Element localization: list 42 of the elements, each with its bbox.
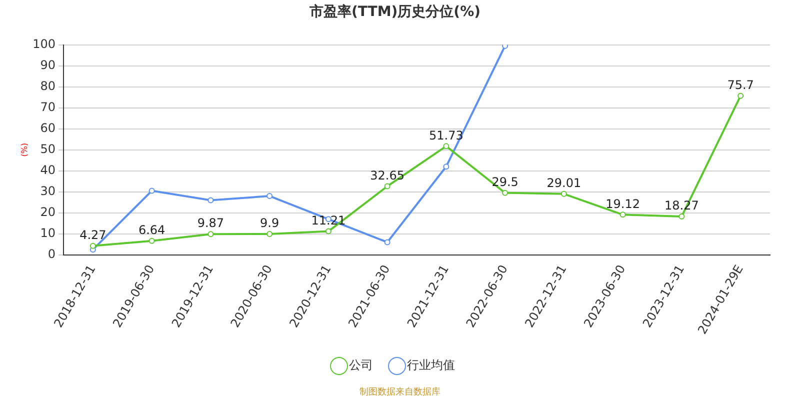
point [384,183,390,190]
y-tick-label: 50 [40,142,56,156]
point [560,190,567,197]
point [148,188,155,194]
data-label: 29.5 [492,175,518,189]
point [266,231,273,238]
point [325,228,332,234]
point [443,164,450,170]
legend-label: 行业均值 [407,358,455,372]
y-tick-label: 10 [40,226,56,240]
point [148,238,155,244]
y-tick-label: 20 [40,204,56,219]
point [90,242,96,249]
y-tick-label: 60 [40,120,56,135]
y-tick-label: 90 [40,58,56,72]
y-tick-label: 0 [48,246,56,261]
data-label: 32.65 [370,168,404,182]
point [208,231,214,238]
point [620,212,626,218]
data-label: 9.9 [260,216,280,230]
data-label: 75.7 [727,78,754,92]
y-tick-label: 100 [32,36,56,51]
point [502,190,508,196]
y-axis-title: (%) [20,142,29,157]
point [208,197,214,204]
text: 制图数据来自数据库 [360,386,440,398]
data-label: 6.64 [138,223,166,238]
point [384,239,390,246]
point [738,92,744,99]
data-label: 19.12 [606,196,640,211]
y-tick-label: 40 [40,162,56,177]
point [678,213,685,220]
y-tick-label: 80 [40,78,56,93]
y-tick-label: 70 [40,100,56,114]
point [266,193,273,200]
data-label: 29.01 [546,176,582,190]
data-label: 4.27 [80,228,106,242]
legend-label: 公司 [349,358,373,372]
point [443,143,450,150]
chart-title: 市盈率(TTM)历史分位(%) [308,3,480,20]
y-tick-label: 30 [40,184,56,198]
data-label: 9.87 [197,216,224,230]
